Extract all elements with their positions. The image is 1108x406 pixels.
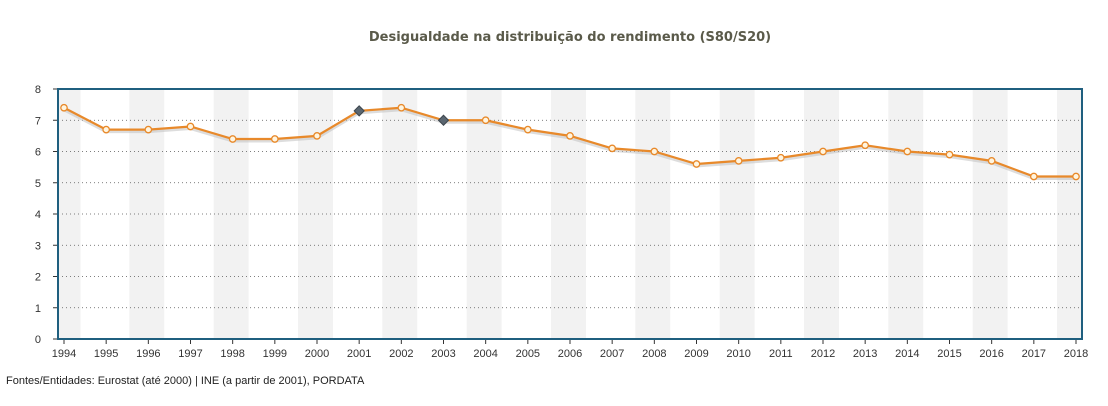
data-point-2016[interactable] (987, 157, 996, 165)
data-point-2015[interactable] (945, 150, 954, 159)
line-chart: 0 1 2 3 4 5 6 7 8 1994 1995 1996 1997 1998 1999 2000 20… (35, 84, 1088, 360)
x-tick-label: 2011 (769, 348, 793, 360)
data-point-2018[interactable] (1072, 172, 1080, 181)
data-point-2005[interactable] (523, 125, 532, 134)
data-point-2014[interactable] (903, 147, 912, 156)
y-tick-label: 3 (35, 240, 41, 252)
x-tick-label: 2015 (937, 348, 961, 360)
data-point-2011[interactable] (776, 153, 785, 162)
x-tick-label: 2016 (979, 348, 1003, 360)
data-point-2002[interactable] (397, 103, 406, 112)
alternating-bands (58, 89, 1082, 339)
data-point-1998[interactable] (228, 135, 237, 143)
plot-frame (57, 88, 1083, 340)
y-axis-ticks: 0 1 2 3 4 5 6 7 8 (35, 84, 58, 346)
data-point-1997[interactable] (186, 122, 195, 131)
x-tick-label: 2013 (853, 348, 877, 360)
data-point-1995[interactable] (102, 125, 111, 134)
x-tick-label: 2017 (1022, 348, 1046, 360)
y-tick-label: 5 (35, 178, 41, 190)
band-2008 (635, 89, 671, 339)
x-tick-label: 1999 (263, 348, 287, 360)
data-point-2012[interactable] (819, 147, 827, 156)
x-tick-label: 2006 (558, 348, 582, 360)
x-tick-label: 2009 (684, 348, 708, 360)
data-point-1994[interactable] (60, 103, 68, 112)
x-tick-label: 1994 (52, 348, 76, 360)
data-point-2001[interactable] (353, 105, 365, 117)
x-tick-label: 2018 (1064, 348, 1088, 360)
y-tick-label: 8 (35, 84, 41, 96)
x-axis-ticks: 1994 1995 1996 1997 1998 1999 2000 2001 2002 2003… (52, 339, 1088, 360)
band-2002 (382, 89, 418, 339)
y-tick-label: 6 (35, 147, 41, 159)
x-tick-label: 2014 (895, 348, 919, 360)
x-tick-label: 2005 (516, 348, 540, 360)
x-tick-label: 2010 (726, 348, 750, 360)
band-2018 (1057, 89, 1082, 339)
x-tick-label: 1997 (178, 348, 202, 360)
band-2004 (466, 89, 502, 339)
x-tick-label: 2004 (473, 348, 497, 360)
data-point-2000[interactable] (313, 132, 321, 140)
x-tick-label: 1996 (136, 348, 160, 360)
x-tick-label: 1998 (220, 348, 244, 360)
band-1994 (58, 89, 81, 339)
x-tick-label: 2001 (347, 348, 371, 360)
chart-title: Desigualdade na distribuição do rendimen… (368, 30, 772, 45)
y-tick-label: 1 (35, 303, 41, 315)
data-point-2009[interactable] (692, 160, 701, 168)
band-2006 (551, 89, 586, 339)
x-tick-label: 2003 (431, 348, 455, 360)
x-tick-label: 2007 (600, 348, 624, 360)
band-2010 (719, 89, 755, 339)
data-point-2010[interactable] (734, 157, 743, 165)
data-point-2013[interactable] (861, 141, 870, 150)
x-tick-label: 2012 (811, 348, 835, 360)
y-tick-label: 2 (35, 272, 41, 284)
y-tick-label: 7 (35, 115, 41, 127)
data-point-2004[interactable] (481, 116, 490, 125)
data-point-2008[interactable] (650, 147, 659, 156)
band-2000 (298, 89, 333, 339)
x-tick-label: 2000 (305, 348, 329, 360)
data-point-1999[interactable] (270, 135, 279, 143)
data-point-2003[interactable] (437, 114, 450, 126)
source-note: Fontes/Entidades: Eurostat (até 2000) | … (6, 375, 365, 387)
data-point-2017[interactable] (1029, 172, 1038, 181)
gridlines (58, 119, 1082, 309)
x-tick-label: 2002 (389, 348, 413, 360)
data-point-2006[interactable] (566, 132, 574, 140)
x-tick-label: 1995 (94, 348, 118, 360)
data-markers (60, 103, 1080, 181)
data-point-2007[interactable] (608, 144, 617, 153)
data-point-1996[interactable] (144, 125, 153, 134)
x-tick-label: 2008 (642, 348, 666, 360)
y-tick-label: 4 (35, 209, 41, 221)
y-tick-label: 0 (35, 334, 41, 346)
band-2012 (804, 89, 839, 339)
